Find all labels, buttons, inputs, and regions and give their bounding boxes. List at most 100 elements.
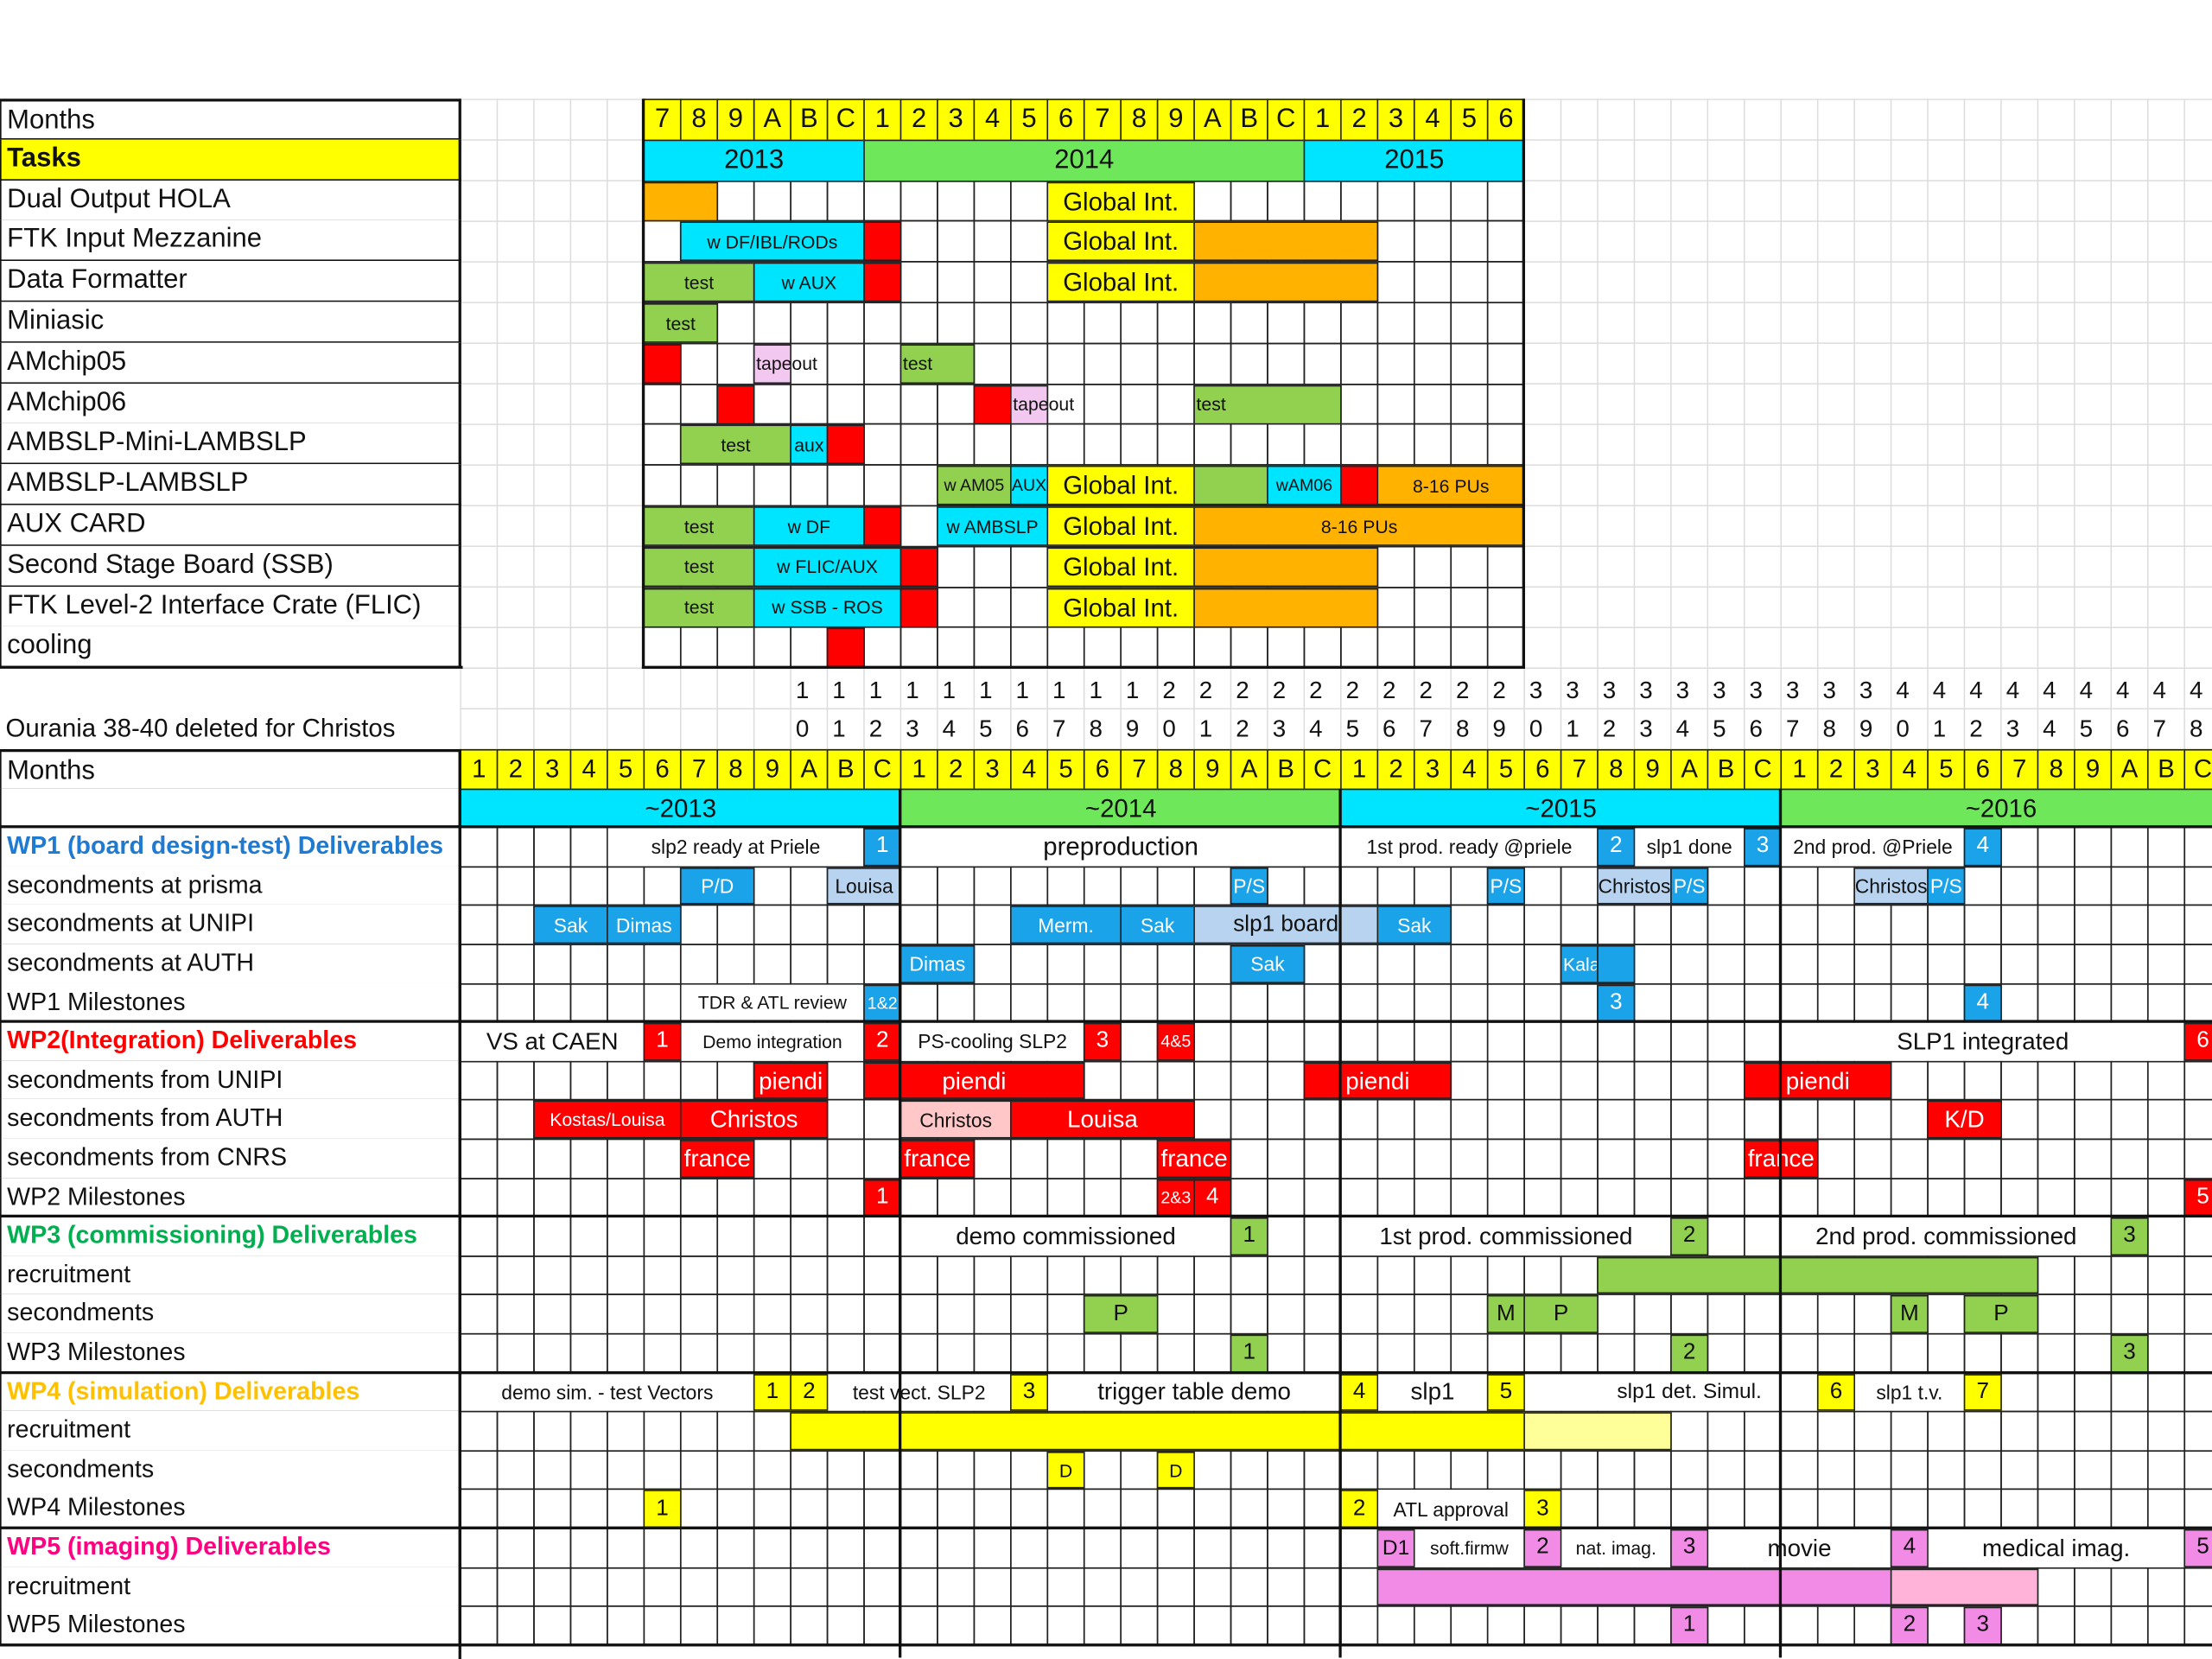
schedule-cell xyxy=(496,1567,535,1607)
bottom-month-cell: 5 xyxy=(1486,748,1525,790)
schedule-cell xyxy=(1633,1605,1672,1647)
index-number-tens: 3 xyxy=(1859,676,1873,703)
schedule-cell xyxy=(607,1567,645,1607)
task-cell xyxy=(937,261,976,304)
schedule-cell xyxy=(753,1177,791,1218)
schedule-cell xyxy=(1744,1216,1783,1257)
index-number-tens: 2 xyxy=(1236,676,1249,703)
schedule-cell xyxy=(753,1216,791,1257)
border-line xyxy=(1778,788,1783,1657)
schedule-cell xyxy=(1450,1294,1489,1335)
schedule-cell xyxy=(899,1294,938,1335)
task-cell xyxy=(826,180,865,222)
schedule-cell xyxy=(1523,1177,1562,1218)
task-bar: w AMBSLP xyxy=(937,506,1049,546)
schedule-cell xyxy=(2110,1411,2149,1452)
schedule-cell xyxy=(460,1177,499,1218)
task-cell xyxy=(1230,342,1268,385)
task-bar xyxy=(716,385,755,424)
schedule-cell xyxy=(1230,1450,1268,1491)
schedule-cell xyxy=(1523,1099,1562,1141)
schedule-text: slp2 ready at Priele xyxy=(607,828,864,867)
task-cell xyxy=(790,383,829,426)
top-year-cell: 2014 xyxy=(863,139,1306,181)
schedule-cell xyxy=(2110,827,2149,868)
bottom-month-cell: 8 xyxy=(716,748,755,790)
schedule-cell xyxy=(1744,1605,1783,1647)
schedule-cell xyxy=(496,1216,535,1257)
bottom-month-cell: C xyxy=(1744,748,1783,790)
bottom-month-cell: B xyxy=(826,748,865,790)
schedule-cell xyxy=(1963,1138,2002,1179)
schedule-cell xyxy=(2146,1099,2186,1141)
schedule-bar: 1 xyxy=(643,1490,682,1529)
schedule-cell xyxy=(753,1138,791,1179)
schedule-cell xyxy=(716,1489,755,1529)
schedule-cell xyxy=(533,1411,572,1452)
top-year-cell: 2015 xyxy=(1303,139,1525,181)
schedule-cell xyxy=(1376,1099,1415,1141)
schedule-text: Demo integration xyxy=(681,1023,864,1061)
schedule-cell xyxy=(1083,1332,1122,1374)
schedule-cell xyxy=(753,1605,791,1647)
schedule-cell xyxy=(2000,944,2039,984)
task-cell xyxy=(973,220,1012,263)
task-cell xyxy=(899,423,938,467)
schedule-cell xyxy=(1340,1138,1379,1179)
schedule-cell xyxy=(460,1450,499,1491)
schedule-cell xyxy=(1486,982,1525,1024)
schedule-bar xyxy=(1376,1567,1892,1606)
task-cell xyxy=(1010,261,1049,304)
schedule-cell xyxy=(1707,905,1745,945)
schedule-cell xyxy=(2074,866,2113,906)
schedule-cell xyxy=(1633,982,1672,1024)
bottom-month-cell: 3 xyxy=(533,748,572,790)
schedule-cell xyxy=(2183,827,2212,868)
schedule-cell xyxy=(1853,1450,1892,1491)
bottom-month-cell: 5 xyxy=(1927,748,1966,790)
schedule-cell xyxy=(2037,1332,2075,1374)
index-number-tens: 1 xyxy=(1052,676,1066,703)
index-number-tens: 4 xyxy=(2079,676,2094,703)
index-number-ones: 8 xyxy=(1089,714,1103,741)
schedule-cell xyxy=(1303,1528,1342,1568)
schedule-cell xyxy=(1340,1567,1379,1607)
task-cell xyxy=(863,626,902,670)
schedule-cell xyxy=(679,1605,719,1647)
schedule-cell xyxy=(1193,1021,1232,1063)
index-number-tens: 2 xyxy=(1419,676,1433,703)
schedule-cell xyxy=(1597,905,1636,945)
schedule-cell xyxy=(2146,827,2186,868)
schedule-cell xyxy=(643,944,682,984)
schedule-bar: piendi xyxy=(1744,1062,1892,1100)
bottom-month-cell: 8 xyxy=(1597,748,1636,790)
schedule-cell xyxy=(2183,866,2212,906)
deliverable-row-label: secondments from UNIPI xyxy=(0,1060,461,1102)
index-number-tens: 2 xyxy=(1309,676,1323,703)
schedule-cell xyxy=(790,905,829,945)
schedule-cell xyxy=(1670,1060,1709,1102)
schedule-cell xyxy=(1633,1332,1672,1374)
index-number-tens: 4 xyxy=(2116,676,2130,703)
schedule-bar: 2 xyxy=(1597,828,1636,867)
bottom-year-cell: ~2014 xyxy=(899,788,1342,829)
schedule-text: soft.firmw xyxy=(1414,1529,1524,1567)
schedule-cell xyxy=(643,1332,682,1374)
schedule-cell xyxy=(2183,1099,2212,1141)
schedule-cell xyxy=(1376,1450,1415,1491)
schedule-cell xyxy=(1120,866,1159,906)
top-month-cell: 1 xyxy=(863,99,902,141)
schedule-text: slp1 det. Simul. xyxy=(1524,1373,1854,1412)
schedule-cell xyxy=(460,1060,499,1102)
top-month-cell: 5 xyxy=(1010,99,1049,141)
deliverable-row-label: secondments at UNIPI xyxy=(0,905,461,945)
schedule-cell xyxy=(1083,1489,1122,1529)
schedule-cell xyxy=(460,866,499,906)
task-bar: w AM05 xyxy=(937,466,1012,505)
schedule-cell xyxy=(1560,1605,1599,1647)
schedule-cell xyxy=(2000,1099,2039,1141)
schedule-cell xyxy=(1193,1489,1232,1529)
schedule-cell xyxy=(1010,1332,1049,1374)
schedule-cell xyxy=(1744,866,1783,906)
bottom-month-cell: 3 xyxy=(1853,748,1892,790)
